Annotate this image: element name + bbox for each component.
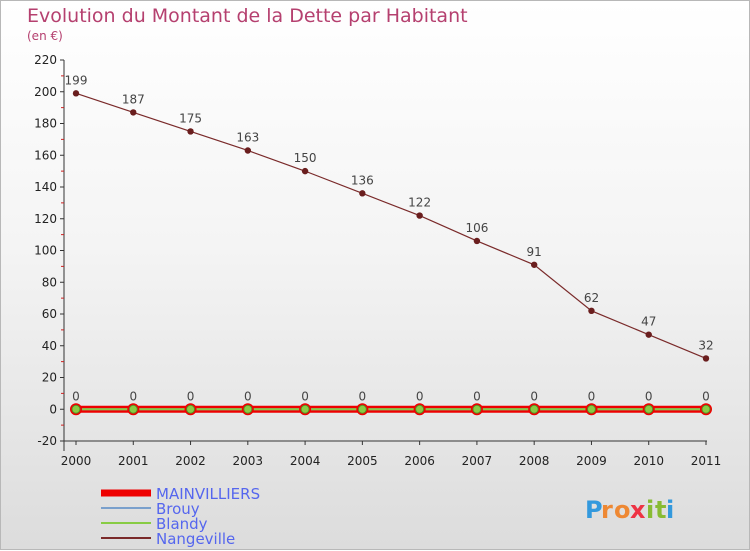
x-tick-label: 2006 [404, 454, 435, 468]
y-tick-label: 60 [42, 307, 57, 321]
data-label-blandy: 0 [588, 389, 596, 403]
y-tick-label: 220 [34, 53, 57, 67]
point-blandy [186, 404, 196, 414]
legend-label-mainvilliers: MAINVILLIERS [156, 485, 260, 503]
chart-subtitle: (en €) [27, 29, 63, 43]
data-label-nangeville: 163 [236, 130, 259, 144]
point-blandy [357, 404, 367, 414]
proxiti-logo: Pr o x i t i [585, 496, 674, 524]
data-label-blandy: 0 [473, 389, 481, 403]
point-nangeville [130, 109, 137, 116]
point-blandy [529, 404, 539, 414]
point-blandy [128, 404, 138, 414]
point-nangeville [473, 237, 481, 245]
legend-label-nangeville: Nangeville [156, 530, 235, 548]
logo-letter: o [614, 496, 631, 524]
point-blandy [701, 404, 711, 414]
y-tick-label: 40 [42, 339, 57, 353]
data-label-blandy: 0 [72, 389, 80, 403]
y-tick-label: 20 [42, 371, 57, 385]
y-tick-label: 160 [34, 148, 57, 162]
series-layer [70, 90, 712, 416]
y-tick-label: 80 [42, 275, 57, 289]
y-tick-label: 200 [34, 85, 57, 99]
data-label-blandy: 0 [645, 389, 653, 403]
x-tick-label: 2007 [462, 454, 493, 468]
data-label-nangeville: 62 [584, 291, 599, 305]
data-label-blandy: 0 [301, 389, 309, 403]
data-label-nangeville: 187 [122, 92, 145, 106]
point-nangeville [645, 331, 652, 338]
series-line-nangeville [75, 92, 707, 360]
data-label-nangeville: 106 [465, 221, 488, 235]
x-tick-label: 2001 [118, 454, 149, 468]
logo-letter: i [666, 496, 674, 524]
y-tick-label: 0 [49, 402, 57, 416]
x-tick-label: 2004 [290, 454, 321, 468]
x-tick-label: 2000 [61, 454, 92, 468]
data-label-blandy: 0 [129, 389, 137, 403]
axes: -20 0 20 40 60 80 100 120 140 160 180 200 220 2000 200… [34, 53, 721, 468]
x-tick-label: 2003 [233, 454, 264, 468]
logo-letter: x [630, 496, 646, 524]
x-tick-label: 2002 [175, 454, 206, 468]
data-label-nangeville: 175 [179, 111, 202, 125]
legend-label-blandy: Blandy [156, 515, 208, 533]
data-label-nangeville: 122 [408, 196, 431, 210]
data-label-blandy: 0 [244, 389, 252, 403]
point-blandy [243, 404, 253, 414]
data-label-blandy: 0 [530, 389, 538, 403]
point-blandy [472, 404, 482, 414]
point-nangeville [588, 307, 595, 315]
point-blandy [415, 404, 425, 414]
x-tick-label: 2009 [576, 454, 607, 468]
data-label-nangeville: 150 [294, 151, 317, 165]
point-nangeville [416, 212, 423, 219]
y-tick-label: 140 [34, 180, 57, 194]
x-tick-label: 2005 [347, 454, 378, 468]
point-blandy [71, 404, 81, 414]
y-tick-label: 120 [34, 212, 57, 226]
y-tick-label: 180 [34, 117, 57, 131]
data-labels: 0 0 0 0 0 0 0 0 0 0 0 0 199 187 175 163 150 136 122 106 91 62… [65, 73, 714, 403]
x-tick-label: 2008 [519, 454, 550, 468]
point-nangeville [244, 147, 252, 154]
point-blandy [300, 404, 310, 414]
logo-letter: P [585, 496, 603, 524]
point-nangeville [301, 167, 309, 175]
data-label-nangeville: 47 [641, 315, 656, 329]
logo-letter: i [646, 496, 654, 524]
chart-title: Evolution du Montant de la Dette par Hab… [27, 5, 468, 27]
data-label-blandy: 0 [359, 389, 367, 403]
point-nangeville [72, 90, 80, 97]
legend-label-brouy: Brouy [156, 500, 200, 518]
y-tick-label: 100 [34, 244, 57, 258]
logo-letter: r [601, 496, 613, 524]
y-tick-label: -20 [37, 434, 57, 448]
point-nangeville [702, 355, 710, 362]
data-label-nangeville: 91 [527, 245, 542, 259]
x-tick-label: 2011 [691, 454, 722, 468]
data-label-blandy: 0 [416, 389, 424, 403]
data-label-nangeville: 32 [698, 338, 713, 352]
point-blandy [644, 404, 654, 414]
point-nangeville [359, 190, 366, 197]
logo-letter: t [655, 496, 666, 524]
data-label-blandy: 0 [702, 389, 710, 403]
x-tick-label: 2010 [633, 454, 664, 468]
point-nangeville [530, 261, 538, 268]
data-label-nangeville: 199 [65, 73, 88, 87]
data-label-nangeville: 136 [351, 173, 374, 187]
point-blandy [586, 404, 596, 414]
point-nangeville [187, 128, 194, 135]
data-label-blandy: 0 [187, 389, 195, 403]
